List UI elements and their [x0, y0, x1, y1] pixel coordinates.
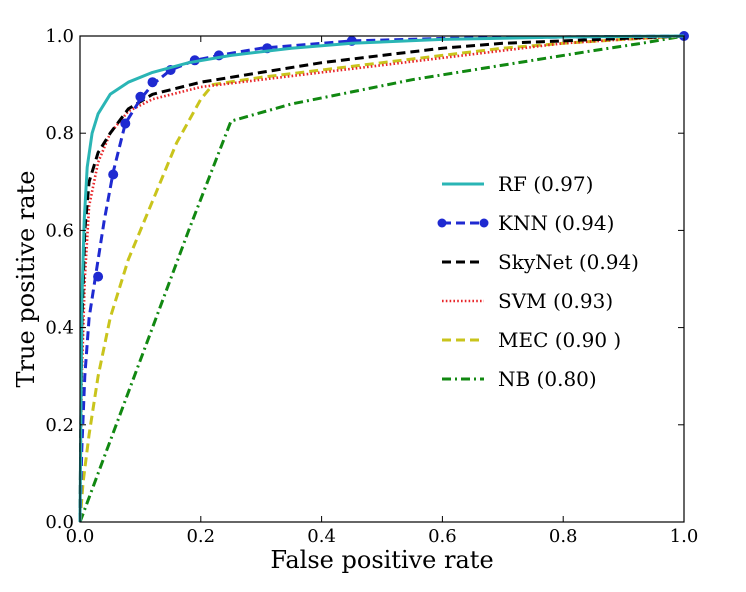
legend-marker-knn — [479, 218, 489, 228]
legend-marker-knn — [437, 218, 447, 228]
legend-label-skynet: SkyNet (0.94) — [498, 250, 639, 274]
y-tick-label: 0.6 — [45, 220, 74, 241]
series-marker-knn — [147, 77, 158, 88]
y-tick-label: 1.0 — [45, 26, 74, 47]
series-marker-knn — [135, 91, 146, 102]
x-tick-label: 0.4 — [307, 526, 336, 547]
series-marker-knn — [120, 118, 131, 129]
series-line-mec — [78, 34, 685, 523]
series-marker-knn — [108, 169, 119, 180]
series-line-rf — [78, 34, 685, 523]
x-tick-label: 0.2 — [186, 526, 215, 547]
legend-label-knn: KNN (0.94) — [498, 211, 614, 235]
x-tick-label: 1.0 — [670, 526, 699, 547]
y-tick-label: 0.8 — [45, 123, 74, 144]
x-tick-label: 0.6 — [428, 526, 457, 547]
y-tick-label: 0.4 — [45, 318, 74, 339]
legend-label-rf: RF (0.97) — [498, 172, 593, 196]
legend-label-nb: NB (0.80) — [498, 367, 597, 391]
series-line-nb — [78, 34, 685, 523]
y-tick-label: 0.0 — [45, 512, 74, 533]
x-tick-label: 0.0 — [66, 526, 95, 547]
y-axis-label: True positive rate — [12, 171, 40, 388]
legend-label-mec: MEC (0.90 ) — [498, 328, 621, 352]
axis-ticks: 0.0 0.2 0.4 0.6 0.8 1.0 0.0 0.2 0.4 0.6 0.8 1.0 — [45, 26, 698, 547]
legend-label-svm: SVM (0.93) — [498, 289, 613, 313]
legend: RF (0.97) KNN (0.94) SkyNet (0.94) SVM (0.9… — [437, 172, 639, 391]
x-tick-label: 0.8 — [549, 526, 578, 547]
x-axis-label: False positive rate — [270, 546, 493, 574]
series-line-skynet — [78, 34, 685, 523]
plot-frame — [79, 35, 685, 523]
series-marker-knn — [93, 271, 104, 282]
series-line-svm — [78, 34, 685, 523]
series-lines — [78, 31, 689, 523]
y-tick-label: 0.2 — [45, 415, 74, 436]
series-line-knn — [78, 34, 685, 523]
